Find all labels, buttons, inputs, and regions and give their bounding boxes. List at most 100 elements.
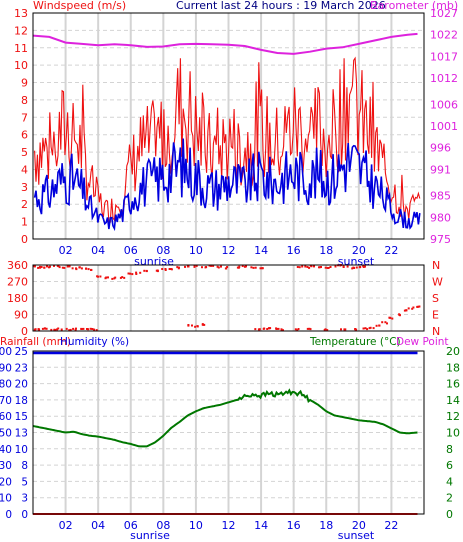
x-tick-label: 12 (222, 244, 236, 257)
wind-gust-line (34, 56, 421, 223)
direction-point (57, 327, 60, 330)
direction-point (208, 264, 211, 267)
barometer-tick: 975 (430, 233, 451, 246)
direction-point (245, 265, 247, 268)
direction-point (294, 328, 297, 331)
direction-point (74, 328, 77, 331)
compass-tick: N (432, 259, 440, 272)
windspeed-tick: 5 (21, 146, 28, 159)
compass-tick: N (432, 325, 440, 338)
temperature-title: Temperature (°C) (309, 336, 401, 348)
x-tick-label: 04 (91, 519, 105, 532)
direction-point (145, 269, 148, 272)
direction-point (275, 328, 278, 330)
direction-point (56, 264, 59, 267)
windspeed-tick: 3 (21, 181, 28, 194)
direction-point (68, 329, 71, 332)
barometer-tick: 985 (430, 190, 451, 203)
temperature-tick: 18 (446, 361, 460, 374)
humidity-tick: 8 (21, 460, 28, 472)
direction-point (123, 276, 126, 279)
x-tick-label: 02 (59, 244, 73, 257)
direction-point (355, 266, 358, 269)
direction-point (41, 327, 44, 330)
windspeed-tick: 7 (21, 111, 28, 124)
temperature-line (32, 388, 418, 448)
direction-point (366, 328, 369, 331)
direction-point (364, 327, 367, 330)
direction-y-axis: 0 90 180 270 360 (7, 259, 28, 338)
direction-point (381, 321, 384, 324)
direction-point (50, 328, 53, 331)
direction-point (267, 327, 270, 330)
direction-panel-frame (32, 264, 425, 332)
temperature-tick: 4 (446, 475, 453, 488)
barometer-tick: 1022 (430, 29, 458, 42)
direction-points (33, 264, 421, 332)
direction-point (282, 329, 284, 332)
windspeed-tick: 8 (21, 94, 28, 107)
direction-point (34, 328, 37, 331)
direction-point (187, 265, 190, 268)
direction-point (195, 264, 198, 267)
direction-point (386, 322, 388, 325)
direction-point (58, 266, 61, 269)
direction-point (178, 266, 180, 269)
direction-point (352, 266, 355, 269)
temperature-tick: 20 (446, 345, 460, 358)
direction-point (297, 328, 300, 330)
rainfall-tick: 0 (5, 509, 12, 521)
direction-point (329, 266, 332, 268)
humidity-tick: 3 (21, 493, 28, 505)
direction-point (38, 328, 41, 331)
barometer-y-axis: 975 980 985 991 996 1001 1006 1012 1017 1022 1027 (430, 7, 458, 246)
barometer-tick: 1001 (430, 120, 458, 133)
humidity-tick: 15 (15, 411, 28, 423)
direction-point (45, 327, 48, 330)
direction-point (262, 327, 265, 330)
direction-point (388, 316, 391, 319)
direction-point (86, 328, 88, 330)
barometer-tick: 991 (430, 163, 451, 176)
direction-point (326, 329, 329, 332)
direction-point (170, 268, 173, 271)
direction-point (66, 265, 69, 268)
compass-tick: W (432, 276, 443, 289)
direction-point (384, 321, 387, 324)
direction-point (56, 328, 58, 331)
rainfall-tick: 100 (0, 346, 12, 358)
x-tick-label: 14 (254, 244, 268, 257)
rainfall-humidity-y-axis: 0102030405060708090100035810131518202325 (0, 346, 28, 521)
direction-panel-grid (33, 265, 424, 331)
direction-point (261, 267, 264, 270)
direction-point (418, 305, 421, 308)
barometer-tick: 1012 (430, 72, 458, 85)
direction-point (296, 329, 299, 332)
wind-barometer-panel: Windspeed (m/s) Current last 24 hours : … (14, 0, 458, 268)
direction-point (296, 266, 299, 268)
barometer-line (32, 32, 418, 55)
direction-point (375, 324, 378, 327)
direction-point (131, 273, 134, 276)
direction-point (129, 272, 132, 275)
direction-point (87, 328, 90, 331)
x-tick-label: 10 (189, 519, 203, 532)
direction-point (39, 266, 42, 269)
humidity-tick: 0 (21, 509, 28, 521)
direction-point (301, 265, 304, 268)
direction-point (191, 324, 193, 327)
direction-point (90, 268, 93, 271)
direction-tick: 270 (7, 276, 28, 289)
direction-point (53, 264, 55, 267)
direction-point (194, 325, 197, 328)
x-tick-label: 22 (384, 519, 398, 532)
x-tick-label: 06 (124, 244, 138, 257)
direction-point (237, 266, 240, 269)
direction-point (201, 266, 203, 269)
direction-point (277, 327, 280, 330)
rainfall-title: Rainfall (mm) (0, 336, 71, 348)
x-tick-label: 06 (124, 519, 138, 532)
temp-panel-frame (32, 350, 425, 515)
direction-point (71, 267, 74, 270)
